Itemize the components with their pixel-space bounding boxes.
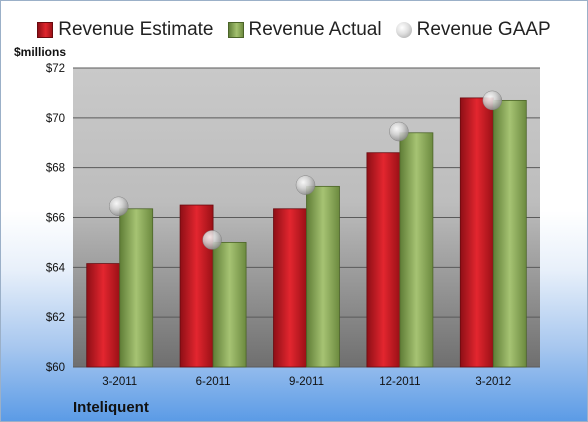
y-tick-label: $60 xyxy=(46,362,65,374)
x-tick-label: 3-2011 xyxy=(102,376,137,388)
y-tick-label: $62 xyxy=(46,312,65,324)
x-tick-label: 9-2011 xyxy=(289,376,324,388)
revenue-actual-bar xyxy=(399,132,434,368)
revenue-actual-bar xyxy=(306,185,340,368)
y-tick-label: $70 xyxy=(46,113,65,125)
legend-item-revenue-actual: Revenue Actual xyxy=(227,19,382,41)
revenue-actual-bar xyxy=(492,99,527,368)
x-tick-label: 3-2012 xyxy=(475,376,511,388)
y-axis-unit-label: $millions xyxy=(14,45,67,59)
legend-item-revenue-gaap: Revenue GAAP xyxy=(395,19,551,41)
revenue-gaap-marker xyxy=(389,121,409,142)
x-tick-label: 6-2011 xyxy=(196,376,231,388)
revenue-estimate-bar xyxy=(86,263,121,368)
revenue-estimate-bar xyxy=(179,204,214,368)
legend-label-revenue-estimate: Revenue Estimate xyxy=(58,19,214,40)
revenue-estimate-bar xyxy=(459,97,494,368)
revenue-actual-bar xyxy=(119,208,154,368)
legend-label-revenue-gaap: Revenue GAAP xyxy=(416,19,551,40)
revenue-actual-bar xyxy=(212,242,247,368)
legend-swatch-revenue-gaap xyxy=(395,22,412,38)
revenue-gaap-marker xyxy=(108,196,129,217)
revenue-gaap-marker xyxy=(202,230,222,250)
revenue-estimate-bar xyxy=(273,208,307,368)
legend-swatch-revenue-actual xyxy=(227,22,244,38)
y-tick-label: $64 xyxy=(46,262,66,274)
company-name: Inteliquent xyxy=(73,399,149,416)
y-tick-label: $72 xyxy=(46,63,65,75)
revenue-gaap-marker xyxy=(482,90,503,111)
revenue-gaap-marker xyxy=(295,175,316,195)
y-tick-label: $66 xyxy=(46,213,65,225)
x-tick-label: 12-2011 xyxy=(379,376,420,388)
legend-item-revenue-estimate: Revenue Estimate xyxy=(37,19,214,41)
y-tick-label: $68 xyxy=(46,163,65,175)
legend-label-revenue-actual: Revenue Actual xyxy=(248,19,382,40)
revenue-estimate-bar xyxy=(366,152,401,368)
legend-swatch-revenue-estimate xyxy=(37,22,54,38)
legend: Revenue Estimate Revenue Actual Revenue … xyxy=(1,17,587,43)
